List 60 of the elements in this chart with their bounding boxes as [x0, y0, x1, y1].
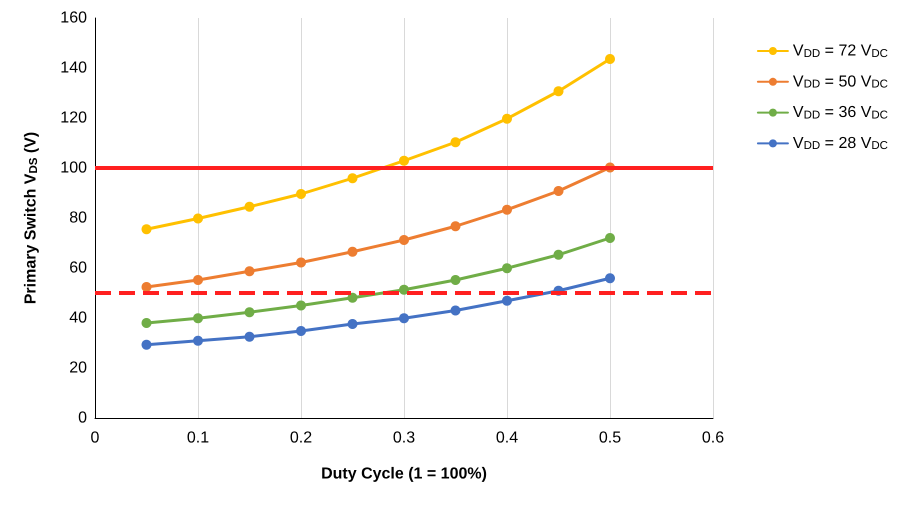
x-tick-label: 0.5	[598, 430, 622, 446]
point	[502, 114, 512, 124]
x-tick-label: 0.6	[702, 430, 724, 446]
point	[399, 235, 409, 245]
point	[296, 189, 306, 199]
point	[142, 340, 152, 350]
point	[605, 233, 615, 243]
point	[348, 292, 358, 303]
point	[296, 300, 306, 310]
point	[502, 204, 512, 215]
y-tick-label: 140	[60, 60, 88, 76]
point	[450, 306, 460, 316]
point	[450, 137, 460, 148]
point	[502, 263, 512, 274]
legend-label: VDD = 72 VDC	[792, 42, 888, 60]
x-axis-title: Duty Cycle (1 = 100%)	[321, 466, 487, 482]
legend-label: VDD = 28 VDC	[792, 134, 888, 152]
y-tick-label: 80	[69, 210, 88, 226]
point	[399, 284, 409, 295]
point	[244, 266, 254, 276]
point	[193, 214, 203, 224]
point	[193, 336, 203, 346]
point	[554, 86, 564, 96]
point	[142, 224, 152, 234]
y-tick-label: 20	[69, 360, 88, 376]
point	[450, 221, 460, 232]
point	[348, 319, 358, 329]
legend-label: VDD = 36 VDC	[792, 104, 888, 122]
point	[142, 318, 152, 328]
point	[605, 54, 615, 64]
point	[605, 273, 615, 284]
point	[348, 246, 358, 257]
y-tick-label: 100	[60, 160, 88, 176]
y-tick-label: 160	[60, 10, 88, 26]
point	[142, 282, 152, 292]
legend-label: VDD = 50 VDC	[792, 73, 888, 91]
x-tick-label: 0.4	[496, 430, 518, 446]
x-tick-label: 0.3	[392, 430, 416, 446]
y-tick-label: 0	[78, 410, 88, 426]
y-tick-label: 60	[69, 260, 88, 276]
point	[193, 275, 203, 285]
y-axis-title: Primary Switch VDS (V)	[22, 132, 40, 304]
point	[193, 313, 203, 324]
point	[502, 296, 512, 306]
point	[244, 307, 254, 318]
point	[296, 258, 306, 268]
point	[399, 313, 409, 324]
x-tick-label: 0.2	[290, 430, 312, 446]
point	[296, 326, 306, 336]
x-tick-label: 0	[90, 430, 100, 446]
y-tick-label: 120	[60, 110, 88, 126]
point	[348, 173, 358, 184]
point	[554, 250, 564, 260]
y-tick-label: 40	[69, 310, 88, 326]
point	[554, 186, 564, 196]
x-tick-label: 0.1	[186, 430, 210, 446]
point	[244, 332, 254, 342]
point	[244, 202, 254, 212]
point	[399, 156, 409, 166]
point	[450, 275, 460, 285]
